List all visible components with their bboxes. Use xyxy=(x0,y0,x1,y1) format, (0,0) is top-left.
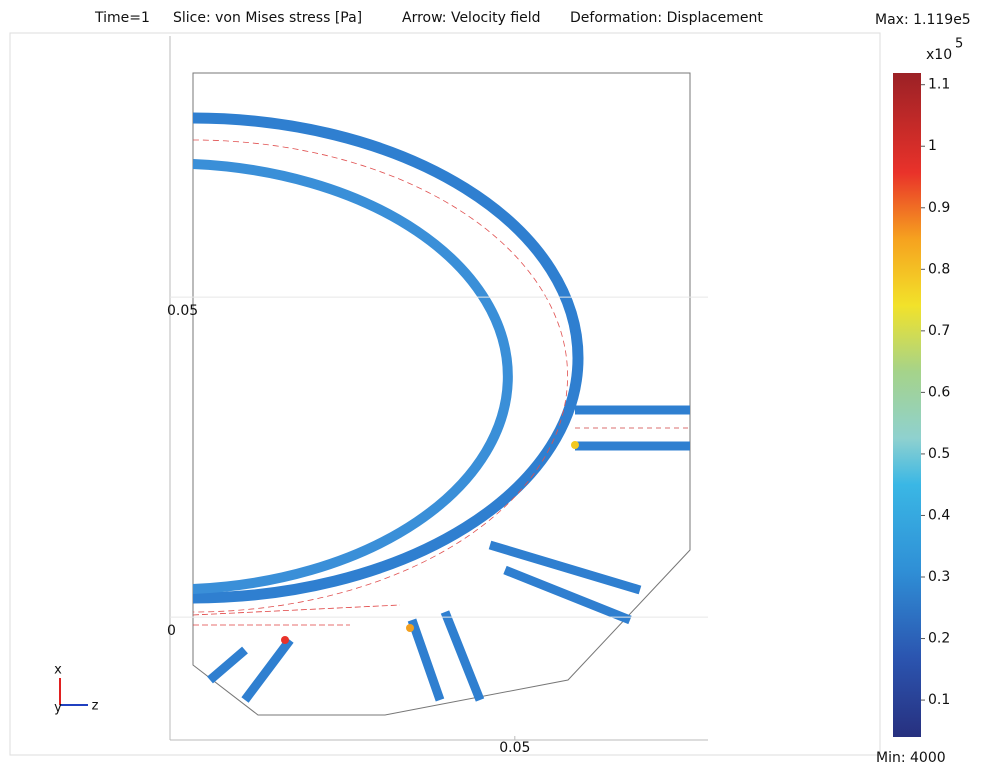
colorbar-tick-label: 0.7 xyxy=(928,323,950,339)
y-tick-label: 0.05 xyxy=(167,303,198,319)
colorbar-tick-label: 0.3 xyxy=(928,569,950,585)
colorbar-tick-label: 0.1 xyxy=(928,692,950,708)
colorbar-tick-label: 0.6 xyxy=(928,384,950,400)
geometry xyxy=(192,72,691,716)
title-part: Arrow: Velocity field xyxy=(402,10,541,26)
y-tick-label: 0 xyxy=(167,623,176,639)
colorbar-tick-label: 0.5 xyxy=(928,446,950,462)
colorbar-tick-label: 1 xyxy=(928,138,937,154)
title-part: Slice: von Mises stress [Pa] xyxy=(173,10,362,26)
colorbar-tick-label: 0.9 xyxy=(928,200,950,216)
panel-border xyxy=(9,32,881,756)
triad-label: z xyxy=(92,699,99,714)
triad-label: x xyxy=(54,663,62,678)
colorbar-min: Min: 4000 xyxy=(876,750,946,766)
colorbar xyxy=(893,73,921,737)
title-part: Deformation: Displacement xyxy=(570,10,763,26)
colorbar-tick-label: 0.8 xyxy=(928,261,950,277)
colorbar-tick-label: 0.2 xyxy=(928,631,950,647)
colorbar-exponent: 5 xyxy=(955,37,963,52)
colorbar-max: Max: 1.119e5 xyxy=(875,12,971,28)
colorbar-tick-label: 1.1 xyxy=(928,77,950,93)
title-part: Time=1 xyxy=(94,10,150,26)
colorbar-tick-label: 0.4 xyxy=(928,507,950,523)
colorbar-multiplier: x10 xyxy=(926,47,952,63)
triad-label: y xyxy=(54,701,62,716)
x-tick-label: 0.05 xyxy=(499,740,530,756)
